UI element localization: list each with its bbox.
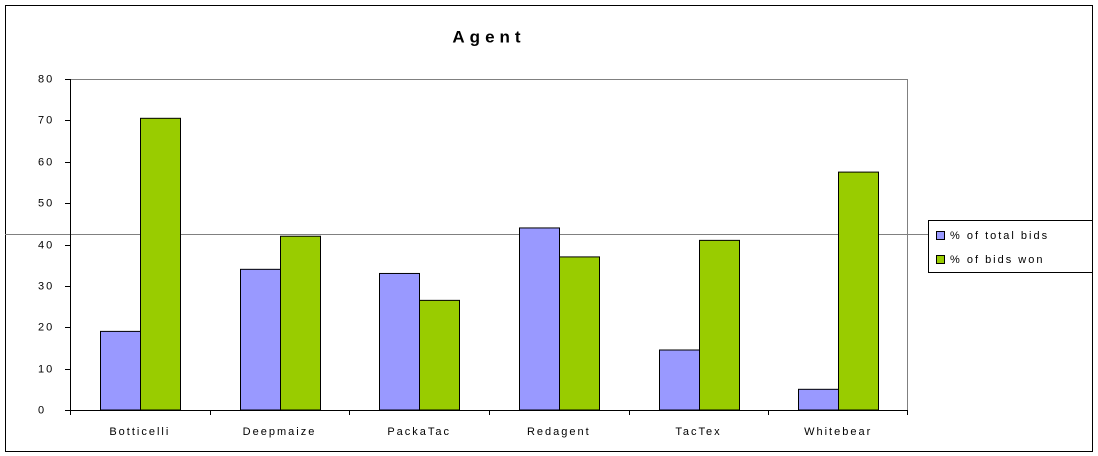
x-tick-label: Deepmaize <box>243 426 317 438</box>
bar <box>419 299 460 411</box>
x-tick-label: Redagent <box>527 426 591 438</box>
bar <box>240 268 281 411</box>
y-tick-label: 10 <box>38 363 54 375</box>
bar <box>838 171 879 411</box>
legend-label: % of total bids <box>950 230 1049 242</box>
chart-title: Agent <box>452 27 525 46</box>
y-tick-label: 0 <box>38 404 46 416</box>
bar <box>559 256 600 411</box>
legend-swatch <box>936 231 945 240</box>
y-tick-label: 80 <box>38 73 54 85</box>
legend-box <box>928 220 1093 273</box>
y-tick-label: 50 <box>38 197 54 209</box>
bar <box>798 388 839 411</box>
bar <box>519 227 560 411</box>
y-tick-label: 60 <box>38 156 54 168</box>
legend-label: % of bids won <box>950 254 1044 266</box>
x-tick-label: TacTex <box>675 426 721 438</box>
y-tick-label: 20 <box>38 321 54 333</box>
bar <box>659 349 700 411</box>
y-tick-label: 30 <box>38 280 54 292</box>
x-tick-label: Botticelli <box>109 426 170 438</box>
bar <box>140 117 181 411</box>
x-tick-label: Whitebear <box>804 426 872 438</box>
y-tick-label: 70 <box>38 114 54 126</box>
y-tick-label: 40 <box>38 239 54 251</box>
bar <box>100 330 141 411</box>
x-tick-label: PackaTac <box>387 426 451 438</box>
bar <box>280 235 321 411</box>
legend-swatch <box>936 255 945 264</box>
bar <box>379 272 420 411</box>
bar <box>699 239 740 411</box>
